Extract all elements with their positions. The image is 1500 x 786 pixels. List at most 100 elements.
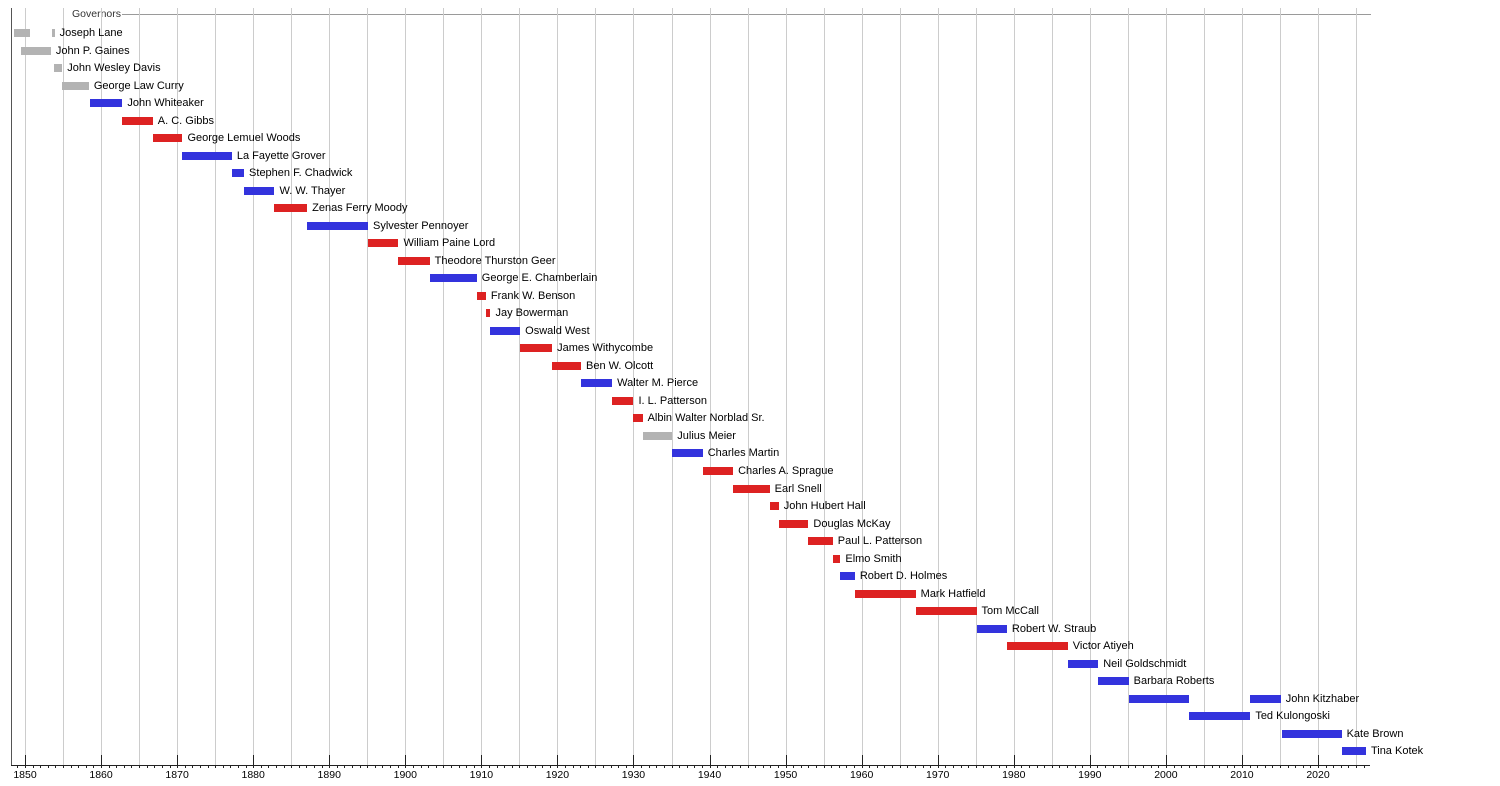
x-minor-tick (1135, 765, 1137, 768)
x-minor-tick (1287, 765, 1289, 768)
x-minor-tick (709, 765, 711, 768)
x-minor-tick (1249, 765, 1251, 768)
governor-label: Douglas McKay (813, 517, 891, 530)
governor-bar (62, 81, 89, 90)
x-minor-tick (816, 765, 818, 768)
x-tick-label: 1900 (393, 769, 417, 781)
x-minor-tick (123, 765, 125, 768)
x-minor-tick (382, 765, 384, 768)
governor-label: Theodore Thurston Geer (434, 254, 556, 267)
x-minor-tick (526, 765, 528, 768)
governor-bar (485, 309, 491, 318)
governor-label: Robert D. Holmes (859, 570, 948, 583)
governor-label: Walter M. Pierce (617, 377, 699, 390)
x-minor-tick (336, 765, 338, 768)
x-minor-tick (253, 765, 255, 768)
x-minor-tick (572, 765, 574, 768)
governor-bar (733, 484, 770, 493)
x-major-tick (937, 755, 939, 765)
x-minor-tick (70, 765, 72, 768)
governor-bar (1006, 642, 1068, 651)
governor-label: John P. Gaines (55, 44, 130, 57)
governor-label: Barbara Roberts (1133, 675, 1215, 688)
x-minor-tick (329, 765, 331, 768)
x-major-tick (329, 755, 331, 765)
x-minor-tick (1059, 765, 1061, 768)
governor-label: Charles A. Sprague (738, 465, 834, 477)
x-minor-tick (641, 765, 643, 768)
governor-label: John Kitzhaber (1285, 692, 1360, 705)
x-minor-tick (85, 765, 87, 768)
x-minor-tick (1165, 765, 1167, 768)
gridline (63, 8, 65, 765)
x-minor-tick (1196, 765, 1198, 768)
governor-label: Joseph Lane (59, 27, 123, 39)
gridline (1013, 8, 1015, 765)
x-minor-tick (694, 765, 696, 768)
x-minor-tick (595, 765, 597, 768)
x-minor-tick (215, 765, 217, 768)
x-major-tick (1165, 755, 1167, 765)
x-minor-tick (466, 765, 468, 768)
x-minor-tick (998, 765, 1000, 768)
x-minor-tick (876, 765, 878, 768)
x-major-tick (25, 755, 26, 765)
governor-label: Victor Atiyeh (1072, 640, 1134, 653)
governor-label: Albin Walter Norblad Sr. (647, 412, 765, 425)
x-minor-tick (428, 765, 430, 768)
governor-bar (672, 449, 703, 458)
x-minor-tick (78, 765, 80, 768)
x-tick-label: 1940 (697, 769, 722, 781)
x-minor-tick (139, 765, 141, 768)
x-minor-tick (907, 765, 909, 768)
gridline (823, 8, 825, 765)
x-minor-tick (869, 765, 871, 768)
x-minor-tick (1074, 765, 1076, 768)
gridline (481, 8, 483, 765)
x-minor-tick (618, 765, 620, 768)
x-tick-label: 1880 (241, 769, 265, 781)
x-minor-tick (47, 765, 49, 768)
x-minor-tick (930, 765, 932, 768)
governor-label: La Fayette Grover (236, 149, 326, 162)
x-minor-tick (1325, 765, 1327, 768)
governor-bar (368, 239, 399, 248)
x-minor-tick (603, 765, 605, 768)
x-minor-tick (519, 765, 521, 768)
governor-bar (976, 624, 1007, 633)
x-minor-tick (306, 765, 308, 768)
chart-title: Governors (72, 8, 122, 20)
x-major-tick (101, 755, 103, 765)
x-major-tick (861, 755, 863, 765)
x-minor-tick (968, 765, 970, 768)
x-major-tick (1241, 755, 1243, 765)
x-minor-tick (1226, 765, 1228, 768)
x-minor-tick (671, 765, 673, 768)
governor-label: William Paine Lord (403, 237, 496, 250)
x-minor-tick (861, 765, 863, 768)
gridline (633, 8, 635, 765)
governor-label: Mark Hatfield (920, 587, 986, 600)
governor-label: Frank W. Benson (490, 289, 576, 302)
x-minor-tick (1264, 765, 1266, 768)
governor-label: Tom McCall (981, 605, 1039, 618)
gridline (1165, 8, 1167, 765)
x-minor-tick (1006, 765, 1008, 768)
x-minor-tick (1097, 765, 1099, 768)
x-minor-tick (192, 765, 194, 768)
x-minor-tick (222, 765, 224, 768)
gridline (709, 8, 711, 765)
governor-bar (89, 99, 123, 108)
x-tick-label: 1960 (849, 769, 874, 781)
x-axis-line (11, 765, 1370, 766)
x-minor-tick (656, 765, 658, 768)
x-minor-tick (808, 765, 810, 768)
gridline (177, 8, 179, 765)
x-minor-tick (755, 765, 757, 768)
x-minor-tick (534, 765, 536, 768)
x-tick-label: 1980 (1002, 769, 1026, 781)
gridline (747, 8, 749, 765)
x-tick-label: 1970 (926, 769, 950, 781)
x-tick-label: 1850 (13, 769, 37, 781)
x-minor-tick (945, 765, 947, 768)
